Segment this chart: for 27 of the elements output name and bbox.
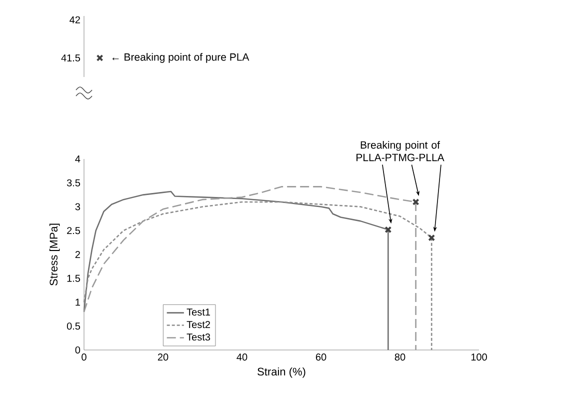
legend-label: Test2: [186, 321, 210, 328]
y-tick-label: 2.5: [67, 227, 80, 234]
annotation: ← Breaking point of pure PLA: [112, 53, 250, 63]
x-tick-label: 80: [394, 354, 406, 361]
legend-label: Test1: [186, 308, 210, 316]
y-tick-label: 3: [75, 203, 80, 210]
y-tick-label: 1.5: [67, 274, 80, 282]
x-tick-label: 0: [82, 354, 86, 361]
y-tick-label: 41.5: [61, 54, 80, 62]
point: [384, 226, 392, 234]
point: [412, 198, 420, 206]
y-tick-label: 4: [75, 156, 80, 162]
x-axis-title: Strain (%): [258, 367, 306, 378]
x-tick-label: 40: [236, 354, 248, 361]
annotation: Breaking point of PLLA-PTMG-PLLA: [356, 140, 444, 162]
y-tick-label: 3.5: [66, 179, 80, 186]
y-tick-label: 0.5: [66, 322, 80, 330]
y-tick-label: 1: [76, 298, 80, 306]
x-tick-label: 100: [471, 354, 487, 361]
y-tick-label: 2: [75, 251, 80, 258]
y-tick-label: 42: [70, 16, 80, 24]
point: [428, 234, 436, 242]
legend-label: Test3: [186, 333, 210, 341]
x-tick-label: 60: [316, 354, 326, 361]
y-tick-label: 0: [75, 346, 80, 354]
y-axis-title: Stress [MPa]: [49, 224, 60, 286]
x-tick-label: 20: [158, 354, 168, 361]
